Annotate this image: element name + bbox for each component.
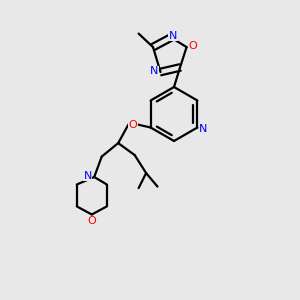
- Text: N: N: [169, 31, 177, 41]
- Text: N: N: [150, 66, 159, 76]
- Text: O: O: [129, 119, 138, 130]
- Text: O: O: [87, 216, 96, 226]
- Text: N: N: [199, 124, 208, 134]
- Text: N: N: [83, 170, 92, 181]
- Text: O: O: [188, 41, 197, 51]
